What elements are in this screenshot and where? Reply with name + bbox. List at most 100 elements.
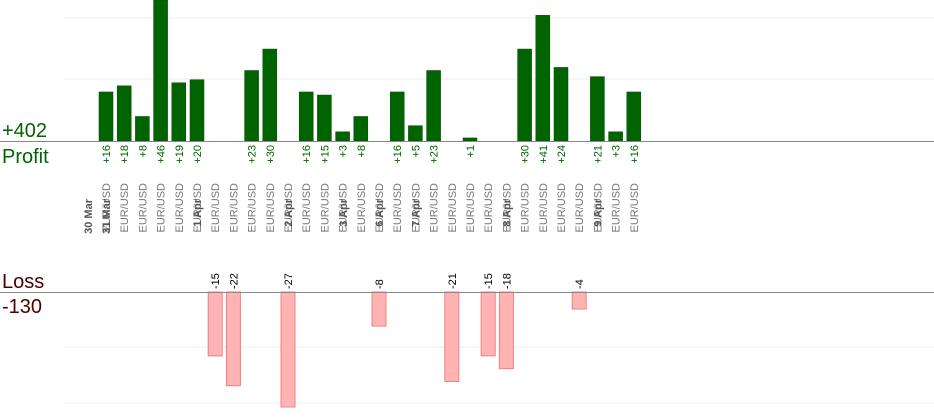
profit-bar bbox=[553, 67, 569, 142]
profit-bars bbox=[98, 0, 642, 142]
profit-value-label: +16 bbox=[101, 145, 113, 164]
date-tick-label: 6 Apr bbox=[374, 198, 386, 226]
pair-tick-label: EUR/USD bbox=[228, 183, 240, 233]
profit-bar bbox=[317, 94, 332, 142]
pair-tick-label: EUR/USD bbox=[210, 183, 222, 233]
loss-value-label: -15 bbox=[483, 273, 495, 289]
profit-bar bbox=[426, 70, 441, 142]
profit-value-label: +8 bbox=[356, 145, 368, 158]
pair-tick-label: EUR/USD bbox=[392, 183, 404, 233]
profit-value-label: +5 bbox=[410, 145, 422, 158]
loss-bar bbox=[571, 291, 587, 310]
profit-bar bbox=[262, 48, 278, 142]
profit-bar bbox=[244, 70, 259, 142]
profit-value-label: +30 bbox=[265, 145, 277, 164]
date-tick-label: 8 Apr bbox=[502, 198, 514, 226]
pair-tick-label: EUR/USD bbox=[156, 183, 168, 233]
date-tick-label: 9 Apr bbox=[593, 198, 605, 226]
pair-tick-label: EUR/USD bbox=[611, 183, 623, 233]
profit-value-label: +30 bbox=[520, 145, 532, 164]
loss-bar bbox=[280, 291, 296, 408]
pair-tick-label: EUR/USD bbox=[174, 183, 186, 233]
pair-tick-label: EUR/USD bbox=[101, 183, 113, 233]
date-tick-label: 7 Apr bbox=[411, 198, 423, 226]
profit-value-label: +1 bbox=[465, 145, 477, 158]
profit-bar bbox=[171, 82, 187, 142]
value-labels: +16 +18 +8 +46 +19 +20 -15 -22 +23 +30 -27 +16 +15 +3… bbox=[101, 145, 641, 289]
profit-bar bbox=[590, 76, 605, 142]
profit-value-label: +41 bbox=[538, 145, 550, 164]
pair-tick-label: EUR/USD bbox=[374, 183, 386, 233]
profit-value-label: +16 bbox=[392, 145, 404, 164]
pair-tick-label: EUR/USD bbox=[629, 183, 641, 233]
loss-total: -130 bbox=[2, 296, 42, 318]
pair-tick-label: EUR/USD bbox=[338, 183, 350, 233]
profit-value-label: +21 bbox=[592, 145, 604, 164]
profit-label: Profit bbox=[2, 146, 49, 168]
profit-value-label: +18 bbox=[119, 145, 131, 164]
date-tick-label: 2 Apr bbox=[283, 198, 295, 226]
loss-bar bbox=[225, 291, 241, 387]
profit-bar bbox=[335, 131, 350, 142]
loss-bar bbox=[498, 291, 514, 370]
loss-value-label: -4 bbox=[574, 279, 586, 289]
date-tick-label: 1 Apr bbox=[192, 198, 204, 226]
pair-tick-label: EUR/USD bbox=[283, 183, 295, 233]
profit-bar bbox=[389, 91, 405, 142]
loss-bar bbox=[480, 291, 496, 357]
pair-tick-label: EUR/USD bbox=[465, 183, 477, 233]
pair-tick-label: EUR/USD bbox=[137, 183, 149, 233]
profit-value-label: +15 bbox=[319, 145, 331, 164]
profit-value-label: +46 bbox=[156, 145, 168, 164]
loss-value-label: -27 bbox=[283, 273, 295, 289]
profit-value-label: +16 bbox=[301, 145, 313, 164]
pair-tick-label: EUR/USD bbox=[247, 183, 259, 233]
pair-tick-label: EUR/USD bbox=[319, 183, 331, 233]
pair-tick-label: EUR/USD bbox=[192, 183, 204, 233]
pair-tick-label: EUR/USD bbox=[574, 183, 586, 233]
profit-bar bbox=[408, 125, 423, 142]
profit-bar bbox=[135, 116, 150, 142]
date-tick-label: 30 Mar bbox=[83, 198, 95, 234]
loss-value-label: -8 bbox=[374, 279, 386, 289]
loss-value-label: -18 bbox=[501, 273, 513, 289]
profit-bar bbox=[298, 91, 314, 142]
profit-bar bbox=[189, 79, 205, 142]
profit-value-label: +8 bbox=[137, 145, 149, 158]
profit-bar bbox=[626, 91, 642, 142]
profit-value-label: +23 bbox=[429, 145, 441, 164]
profit-value-label: +16 bbox=[629, 145, 641, 164]
pair-tick-label: EUR/USD bbox=[119, 183, 131, 233]
pair-tick-label: EUR/USD bbox=[556, 183, 568, 233]
profit-bar bbox=[353, 116, 369, 142]
date-tick-label: 31 Mar bbox=[101, 198, 113, 234]
profit-bar bbox=[462, 137, 478, 142]
profit-bar bbox=[153, 0, 168, 142]
pair-tick-label: EUR/USD bbox=[356, 183, 368, 233]
pair-tick-label: EUR/USD bbox=[301, 183, 313, 233]
profit-bar bbox=[116, 85, 132, 142]
loss-value-label: -15 bbox=[210, 273, 222, 289]
profit-value-label: +3 bbox=[338, 145, 350, 158]
pair-tick-label: EUR/USD bbox=[501, 183, 513, 233]
pair-tick-label: EUR/USD bbox=[520, 183, 532, 233]
pair-tick-label: EUR/USD bbox=[447, 183, 459, 233]
pair-tick-label: EUR/USD bbox=[429, 183, 441, 233]
date-tick-label: 3 Apr bbox=[338, 198, 350, 226]
profit-bar bbox=[535, 15, 551, 142]
pair-tick-label: EUR/USD bbox=[483, 183, 495, 233]
profit-bar bbox=[608, 131, 623, 142]
loss-value-label: -22 bbox=[228, 273, 240, 289]
loss-value-label: -21 bbox=[447, 273, 459, 289]
profit-bar bbox=[517, 48, 532, 142]
pair-tick-label: EUR/USD bbox=[265, 183, 277, 233]
profit-value-label: +3 bbox=[611, 145, 623, 158]
profit-value-label: +20 bbox=[192, 145, 204, 164]
pair-tick-label: EUR/USD bbox=[538, 183, 550, 233]
profit-value-label: +24 bbox=[556, 145, 568, 164]
pair-tick-label: EUR/USD bbox=[410, 183, 422, 233]
loss-bar bbox=[444, 291, 460, 382]
profit-total: +402 bbox=[2, 120, 47, 142]
